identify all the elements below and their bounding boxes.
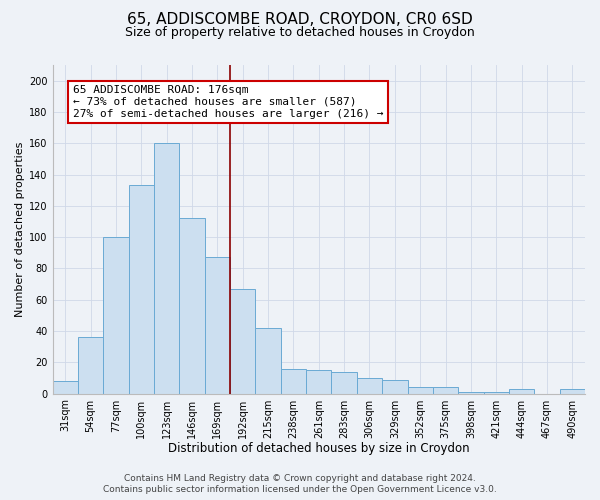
Text: Contains HM Land Registry data © Crown copyright and database right 2024.
Contai: Contains HM Land Registry data © Crown c…	[103, 474, 497, 494]
Bar	[458, 392, 484, 394]
Bar	[484, 392, 509, 394]
Text: Size of property relative to detached houses in Croydon: Size of property relative to detached ho…	[125, 26, 475, 39]
Bar	[154, 143, 179, 394]
Bar	[103, 237, 128, 394]
Bar	[230, 289, 256, 394]
Bar	[53, 381, 78, 394]
X-axis label: Distribution of detached houses by size in Croydon: Distribution of detached houses by size …	[168, 442, 470, 455]
Bar	[433, 388, 458, 394]
Y-axis label: Number of detached properties: Number of detached properties	[15, 142, 25, 317]
Bar	[306, 370, 331, 394]
Bar	[205, 258, 230, 394]
Text: 65 ADDISCOMBE ROAD: 176sqm
← 73% of detached houses are smaller (587)
27% of sem: 65 ADDISCOMBE ROAD: 176sqm ← 73% of deta…	[73, 86, 383, 118]
Bar	[382, 380, 407, 394]
Bar	[128, 186, 154, 394]
Bar	[78, 338, 103, 394]
Bar	[509, 389, 534, 394]
Bar	[407, 388, 433, 394]
Bar	[331, 372, 357, 394]
Text: 65, ADDISCOMBE ROAD, CROYDON, CR0 6SD: 65, ADDISCOMBE ROAD, CROYDON, CR0 6SD	[127, 12, 473, 28]
Bar	[560, 389, 585, 394]
Bar	[256, 328, 281, 394]
Bar	[281, 368, 306, 394]
Bar	[357, 378, 382, 394]
Bar	[179, 218, 205, 394]
